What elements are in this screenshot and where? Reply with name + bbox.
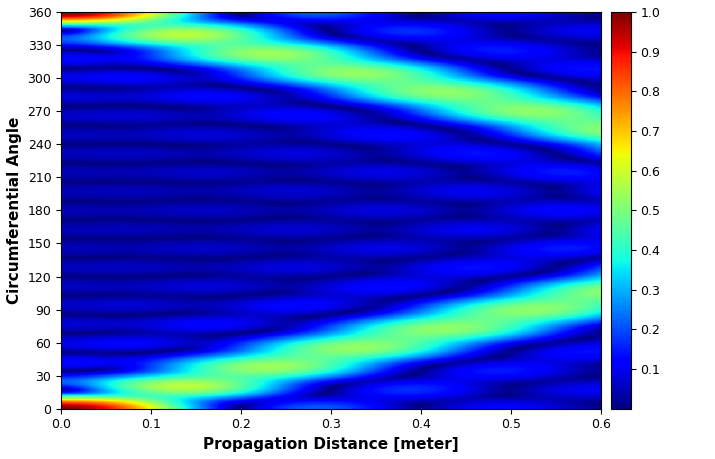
Y-axis label: Circumferential Angle: Circumferential Angle <box>7 117 22 304</box>
X-axis label: Propagation Distance [meter]: Propagation Distance [meter] <box>203 437 459 452</box>
